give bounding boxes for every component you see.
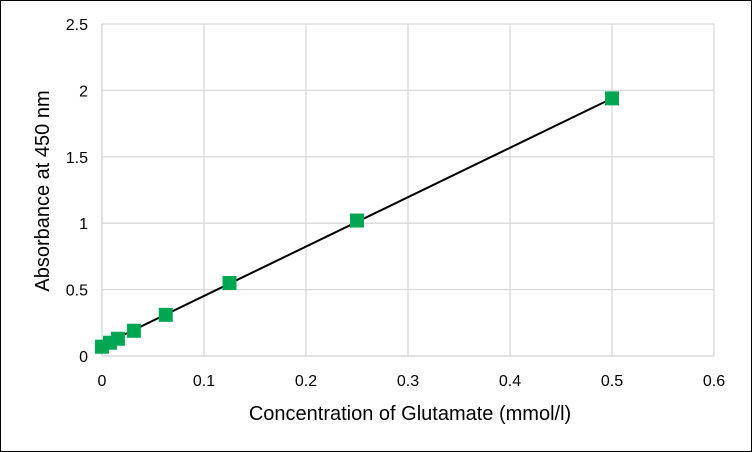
x-tick-label: 0.5 [601, 373, 623, 390]
y-axis-title: Absorbance at 450 nm [32, 90, 54, 291]
tick-labels: 0 0.1 0.2 0.3 0.4 0.5 0.6 0 0.5 1 1.5 2 2.5 [66, 17, 725, 390]
x-tick-label: 0.2 [295, 373, 317, 390]
data-point [158, 307, 173, 322]
y-tick-label: 0.5 [66, 283, 88, 300]
x-tick-label: 0.3 [397, 373, 419, 390]
gridlines [102, 23, 715, 356]
x-tick-label: 0.4 [499, 373, 521, 390]
data-point [110, 331, 125, 346]
y-tick-label: 2 [79, 83, 88, 100]
y-tick-label: 1.5 [66, 150, 88, 167]
data-point [126, 323, 141, 338]
data-point [605, 91, 619, 106]
axes [101, 24, 714, 357]
data-points [95, 91, 619, 354]
data-point [350, 213, 364, 228]
x-axis-title: Concentration of Glutamate (mmol/l) [249, 403, 571, 425]
y-tick-label: 0 [79, 349, 88, 366]
y-tick-label: 1 [79, 216, 88, 233]
x-tick-label: 0.1 [193, 373, 215, 390]
y-tick-label: 2.5 [66, 17, 88, 34]
x-tick-label: 0.6 [703, 373, 725, 390]
data-point [222, 275, 237, 290]
x-tick-label: 0 [98, 373, 107, 390]
